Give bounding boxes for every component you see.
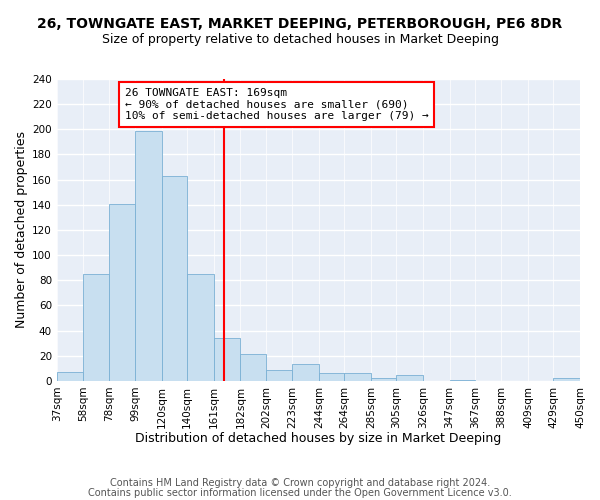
Bar	[162, 176, 187, 381]
Text: Contains public sector information licensed under the Open Government Licence v3: Contains public sector information licen…	[88, 488, 512, 498]
Bar	[266, 370, 292, 381]
Bar	[83, 274, 109, 381]
Bar	[553, 378, 580, 381]
Bar	[241, 354, 266, 381]
Text: 26 TOWNGATE EAST: 169sqm
← 90% of detached houses are smaller (690)
10% of semi-: 26 TOWNGATE EAST: 169sqm ← 90% of detach…	[125, 88, 428, 122]
Bar	[344, 374, 371, 381]
Bar	[319, 374, 344, 381]
Text: Size of property relative to detached houses in Market Deeping: Size of property relative to detached ho…	[101, 32, 499, 46]
Bar	[57, 372, 83, 381]
Text: Contains HM Land Registry data © Crown copyright and database right 2024.: Contains HM Land Registry data © Crown c…	[110, 478, 490, 488]
Bar	[109, 204, 136, 381]
Bar	[214, 338, 241, 381]
Bar	[397, 374, 423, 381]
Bar	[449, 380, 475, 381]
Bar	[136, 130, 162, 381]
X-axis label: Distribution of detached houses by size in Market Deeping: Distribution of detached houses by size …	[135, 432, 502, 445]
Text: 26, TOWNGATE EAST, MARKET DEEPING, PETERBOROUGH, PE6 8DR: 26, TOWNGATE EAST, MARKET DEEPING, PETER…	[37, 18, 563, 32]
Bar	[187, 274, 214, 381]
Bar	[292, 364, 319, 381]
Bar	[371, 378, 397, 381]
Y-axis label: Number of detached properties: Number of detached properties	[15, 132, 28, 328]
